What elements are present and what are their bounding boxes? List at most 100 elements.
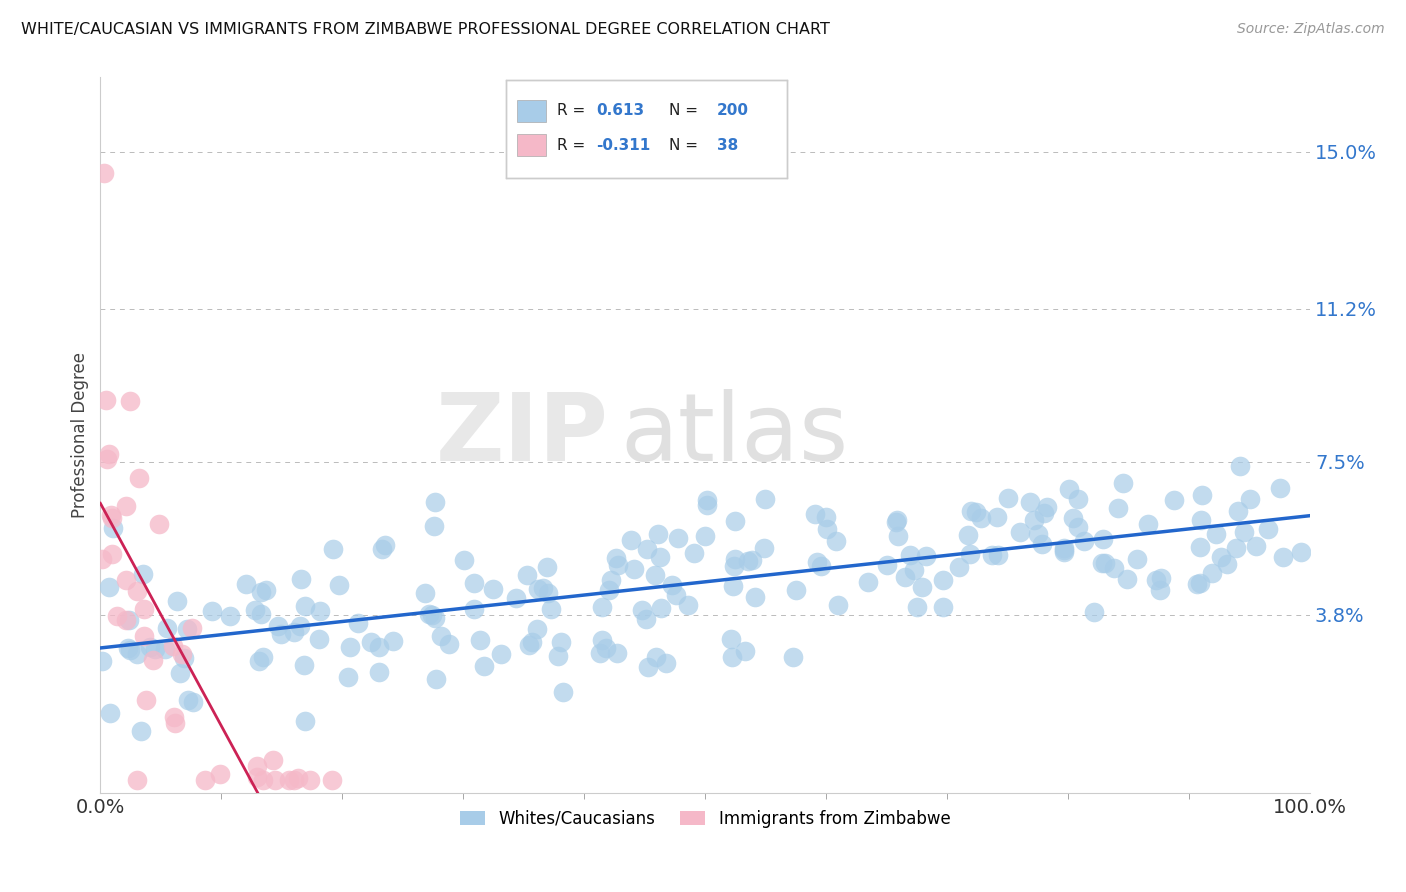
Point xyxy=(693,529,716,543)
Point xyxy=(278,773,301,788)
Point xyxy=(132,566,155,581)
Point xyxy=(163,710,186,724)
Point xyxy=(308,632,330,646)
Point xyxy=(176,622,198,636)
Point xyxy=(517,638,540,652)
Point xyxy=(683,546,706,560)
Point xyxy=(368,665,391,680)
Point xyxy=(931,573,953,587)
Point xyxy=(1137,517,1160,532)
Point xyxy=(267,619,290,633)
Point xyxy=(754,492,776,507)
Point xyxy=(650,549,672,564)
Point xyxy=(1102,561,1125,575)
Point xyxy=(201,604,224,618)
Point xyxy=(815,522,838,536)
Point xyxy=(1189,513,1212,527)
Point xyxy=(526,622,548,636)
Point xyxy=(721,579,744,593)
Point xyxy=(169,665,191,680)
Point xyxy=(98,580,121,594)
Point xyxy=(374,538,396,552)
Point xyxy=(814,510,837,524)
Point xyxy=(1227,504,1250,518)
Point xyxy=(620,533,643,547)
Point xyxy=(105,608,128,623)
Point xyxy=(1189,541,1212,555)
Point xyxy=(129,724,152,739)
Point xyxy=(1019,494,1042,508)
Point xyxy=(505,591,527,606)
Point xyxy=(98,447,121,461)
Point xyxy=(655,656,678,670)
Point xyxy=(1216,557,1239,571)
Point xyxy=(1144,574,1167,588)
Point xyxy=(1032,507,1054,521)
Point xyxy=(1035,500,1057,515)
Point xyxy=(959,547,981,561)
Point xyxy=(138,640,160,654)
Point xyxy=(246,770,269,784)
Point xyxy=(162,639,184,653)
Text: 38: 38 xyxy=(717,137,738,153)
Point xyxy=(723,559,745,574)
Point xyxy=(987,548,1010,562)
Point xyxy=(1062,510,1084,524)
Point xyxy=(250,607,273,622)
Point xyxy=(1031,537,1053,551)
Point xyxy=(550,635,572,649)
Point xyxy=(472,658,495,673)
Point xyxy=(235,576,257,591)
Point xyxy=(527,582,550,597)
Text: ZIP: ZIP xyxy=(436,389,609,481)
Point xyxy=(339,640,361,655)
Point xyxy=(153,642,176,657)
Point xyxy=(115,613,138,627)
Point xyxy=(489,647,512,661)
Point xyxy=(181,695,204,709)
Point xyxy=(96,392,118,407)
Point xyxy=(423,611,446,625)
Point xyxy=(1057,482,1080,496)
Point xyxy=(125,773,148,788)
Point xyxy=(598,582,620,597)
Point xyxy=(246,759,269,773)
Text: 200: 200 xyxy=(717,103,749,119)
Point xyxy=(516,568,538,582)
Point xyxy=(1229,458,1251,473)
Point xyxy=(737,554,759,568)
Point xyxy=(537,586,560,600)
Point xyxy=(650,601,672,615)
Point xyxy=(1191,488,1213,502)
Point xyxy=(959,504,981,518)
Point xyxy=(1022,512,1045,526)
Point xyxy=(536,560,558,574)
Point xyxy=(606,558,628,573)
Point xyxy=(193,773,215,788)
Point xyxy=(115,499,138,513)
Point xyxy=(605,551,627,566)
Point xyxy=(810,559,832,574)
Point xyxy=(915,549,938,563)
Point xyxy=(482,582,505,596)
Point xyxy=(591,600,613,615)
Point xyxy=(96,452,118,467)
Point xyxy=(148,517,170,532)
Point xyxy=(647,527,669,541)
Point xyxy=(287,771,309,785)
Point xyxy=(1066,520,1088,534)
Point xyxy=(463,602,485,616)
Point xyxy=(249,584,271,599)
Point xyxy=(328,578,350,592)
Point xyxy=(423,519,446,533)
Point xyxy=(965,505,987,519)
Point xyxy=(785,582,807,597)
Point xyxy=(551,685,574,699)
Point xyxy=(347,616,370,631)
Point xyxy=(634,612,657,626)
Point xyxy=(463,575,485,590)
Point xyxy=(1091,532,1114,546)
Point xyxy=(782,650,804,665)
Point xyxy=(1094,556,1116,570)
Point xyxy=(115,573,138,587)
